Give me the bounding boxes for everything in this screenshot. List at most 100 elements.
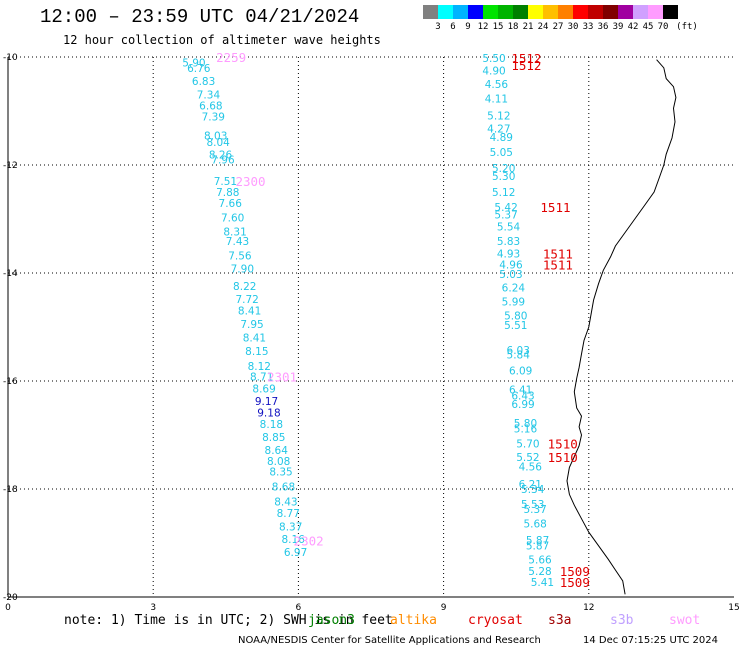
- swh-value: 5.20: [492, 163, 515, 175]
- y-tick-label: -18: [3, 485, 18, 495]
- scale-swatch: [558, 5, 573, 19]
- swh-value: 6.09: [509, 366, 532, 378]
- pass-time-label: 1509: [560, 575, 590, 590]
- swh-value: 8.64: [265, 445, 289, 457]
- swh-value: 7.95: [240, 319, 263, 331]
- scale-swatch: [483, 5, 498, 19]
- swh-value: 8.41: [238, 305, 261, 317]
- swh-value: 5.68: [523, 519, 546, 531]
- y-tick-label: -16: [3, 377, 18, 387]
- x-tick-label: 0: [5, 603, 11, 613]
- y-tick-label: -14: [3, 269, 18, 279]
- swh-value: 6.43: [511, 391, 534, 403]
- swh-value: 5.66: [528, 555, 552, 567]
- swh-value: 7.51: [214, 176, 237, 188]
- swh-value: 5.52: [516, 452, 539, 464]
- pass-time-label: 1509: [560, 564, 590, 579]
- swh-value: 7.88: [216, 187, 239, 199]
- swh-value: 6.21: [519, 479, 542, 491]
- scale-unit: (ft): [676, 22, 698, 32]
- swh-value: 5.41: [531, 577, 554, 589]
- mission-s3b: s3b: [610, 613, 634, 628]
- scale-label: 27: [552, 22, 564, 32]
- scale-label: 42: [627, 22, 639, 32]
- swh-value: 7.72: [235, 294, 258, 306]
- swh-value: 8.03: [204, 130, 227, 142]
- swh-value: 4.90: [482, 66, 505, 78]
- scale-swatch: [513, 5, 528, 19]
- swh-value: 6.24: [502, 283, 526, 295]
- swh-value: 8.18: [260, 419, 283, 431]
- credit-text: NOAA/NESDIS Center for Satellite Applica…: [238, 635, 541, 646]
- swh-value: 5.05: [490, 147, 513, 159]
- pass-time-label: 2259: [216, 50, 246, 65]
- swh-value: 8.15: [245, 346, 268, 358]
- scale-label: 15: [492, 22, 504, 32]
- x-tick-label: 9: [441, 603, 447, 613]
- swh-value: 5.53: [521, 499, 544, 511]
- y-tick-label: -10: [3, 53, 18, 63]
- swh-value: 4.89: [490, 132, 513, 144]
- y-tick-label: -12: [3, 161, 18, 171]
- scale-label: 18: [507, 22, 519, 32]
- swh-value: 8.41: [243, 332, 266, 344]
- swh-value: 8.31: [223, 226, 246, 238]
- scale-swatch: [438, 5, 453, 19]
- swh-value: 6.68: [199, 101, 222, 113]
- scale-label: 3: [435, 22, 441, 32]
- scale-label: 70: [657, 22, 669, 32]
- swh-value: 4.56: [485, 79, 509, 91]
- pass-time-label: 2300: [235, 174, 265, 189]
- mission-swot: swot: [669, 613, 701, 628]
- chart-subtitle: 12 hour collection of altimeter wave hei…: [63, 33, 381, 47]
- swh-value: 8.85: [262, 432, 285, 444]
- swh-value: 7.34: [197, 89, 221, 101]
- swh-value: 6.83: [192, 76, 215, 88]
- scale-label: 30: [567, 22, 579, 32]
- swh-value: 6.41: [509, 385, 532, 397]
- swh-value: 5.70: [516, 439, 539, 451]
- swh-value: 8.16: [281, 534, 305, 546]
- scale-label: 12: [477, 22, 489, 32]
- pass-time-label: 1512: [511, 51, 541, 66]
- mission-s3a: s3a: [548, 613, 572, 628]
- x-tick-label: 3: [150, 603, 156, 613]
- swh-value: 5.16: [514, 424, 538, 436]
- pass-time-label: 2302: [294, 533, 324, 548]
- pass-time-label: 1512: [511, 58, 541, 73]
- scale-label: 36: [597, 22, 609, 32]
- swh-value: 7.66: [219, 198, 243, 210]
- swh-value: 8.71: [250, 372, 273, 384]
- swh-value: 5.30: [492, 171, 515, 183]
- swh-value: 8.08: [267, 456, 290, 468]
- scale-swatch: [648, 5, 663, 19]
- swh-value: 5.28: [528, 566, 551, 578]
- swh-value: 7.96: [211, 155, 235, 167]
- mission-cryosat: cryosat: [468, 613, 523, 628]
- scale-swatch: [453, 5, 468, 19]
- swh-value: 5.80: [504, 311, 527, 323]
- x-tick-label: 15: [728, 603, 739, 613]
- scale-label: 24: [537, 22, 549, 32]
- swh-value: 8.37: [279, 521, 302, 533]
- swh-value: 5.87: [526, 541, 549, 553]
- swh-value: 5.80: [514, 418, 537, 430]
- swh-value: 5.51: [504, 320, 527, 332]
- swh-value: 6.99: [511, 399, 534, 411]
- swh-value: 9.17: [255, 396, 278, 408]
- pass-time-label: 1511: [543, 247, 573, 262]
- mission-jason3: jason3: [308, 613, 355, 628]
- swh-value: 7.56: [228, 251, 252, 263]
- pass-time-label: 1511: [540, 200, 570, 215]
- scale-label: 9: [465, 22, 471, 32]
- scale-swatch: [618, 5, 633, 19]
- swh-value: 8.43: [274, 496, 297, 508]
- swh-value: 9.18: [257, 407, 280, 419]
- swh-value: 8.04: [206, 137, 230, 149]
- scale-swatch: [663, 5, 678, 19]
- scale-swatch: [498, 5, 513, 19]
- swh-value: 5.34: [521, 484, 545, 496]
- swh-value: 7.43: [226, 236, 249, 248]
- scale-swatch: [468, 5, 483, 19]
